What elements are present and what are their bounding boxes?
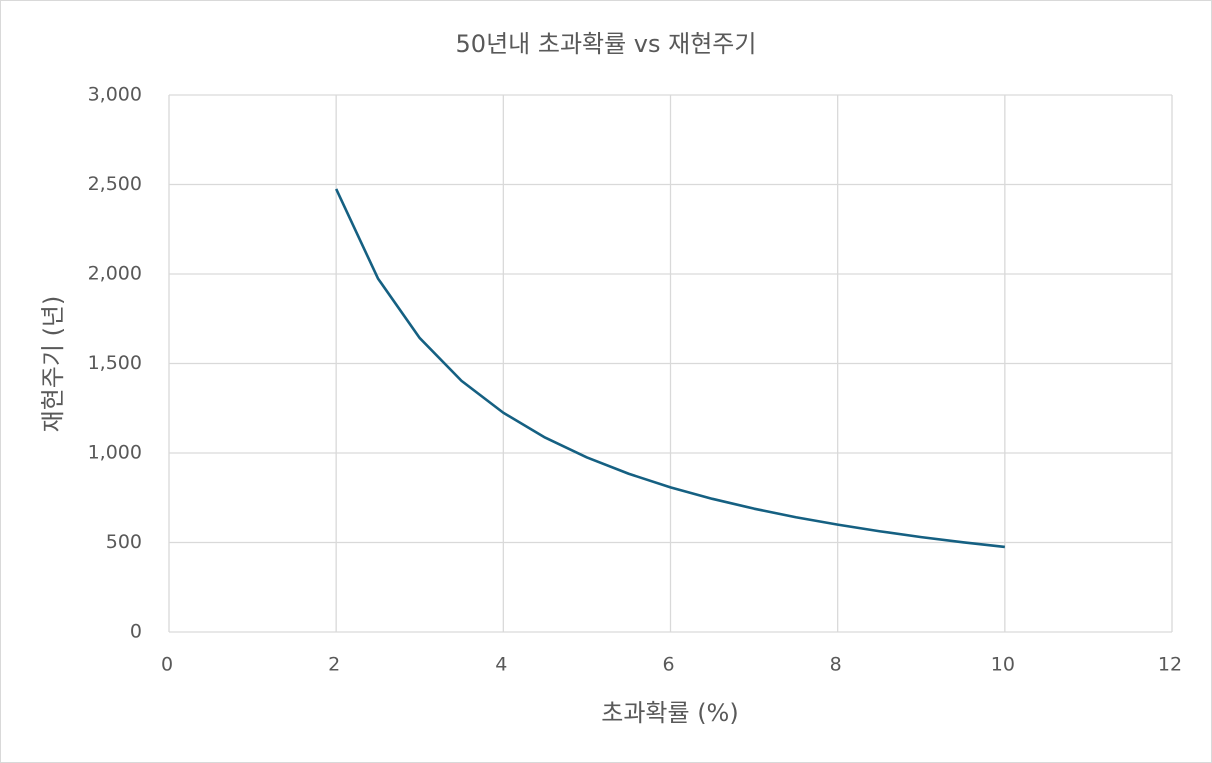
x-axis-title: 초과확률 (%) [601, 699, 738, 727]
y-axis-title: 재현주기 (년) [39, 296, 67, 433]
y-tick-label: 1,000 [88, 442, 142, 464]
x-tick-label: 12 [1158, 654, 1182, 676]
y-tick-label: 0 [130, 621, 142, 643]
x-tick-label: 2 [328, 654, 340, 676]
x-tick-label: 8 [830, 654, 842, 676]
y-tick-label: 2,500 [88, 173, 142, 195]
y-tick-label: 500 [106, 531, 142, 553]
x-tick-label: 4 [495, 654, 507, 676]
y-tick-label: 1,500 [88, 352, 142, 374]
x-tick-label: 10 [991, 654, 1015, 676]
x-tick-label: 0 [161, 654, 173, 676]
y-tick-label: 3,000 [88, 84, 142, 106]
data-line [334, 188, 1005, 549]
x-tick-label: 6 [662, 654, 674, 676]
chart-title: 50년내 초과확률 vs 재현주기 [456, 30, 757, 58]
y-tick-label: 2,000 [88, 263, 142, 285]
